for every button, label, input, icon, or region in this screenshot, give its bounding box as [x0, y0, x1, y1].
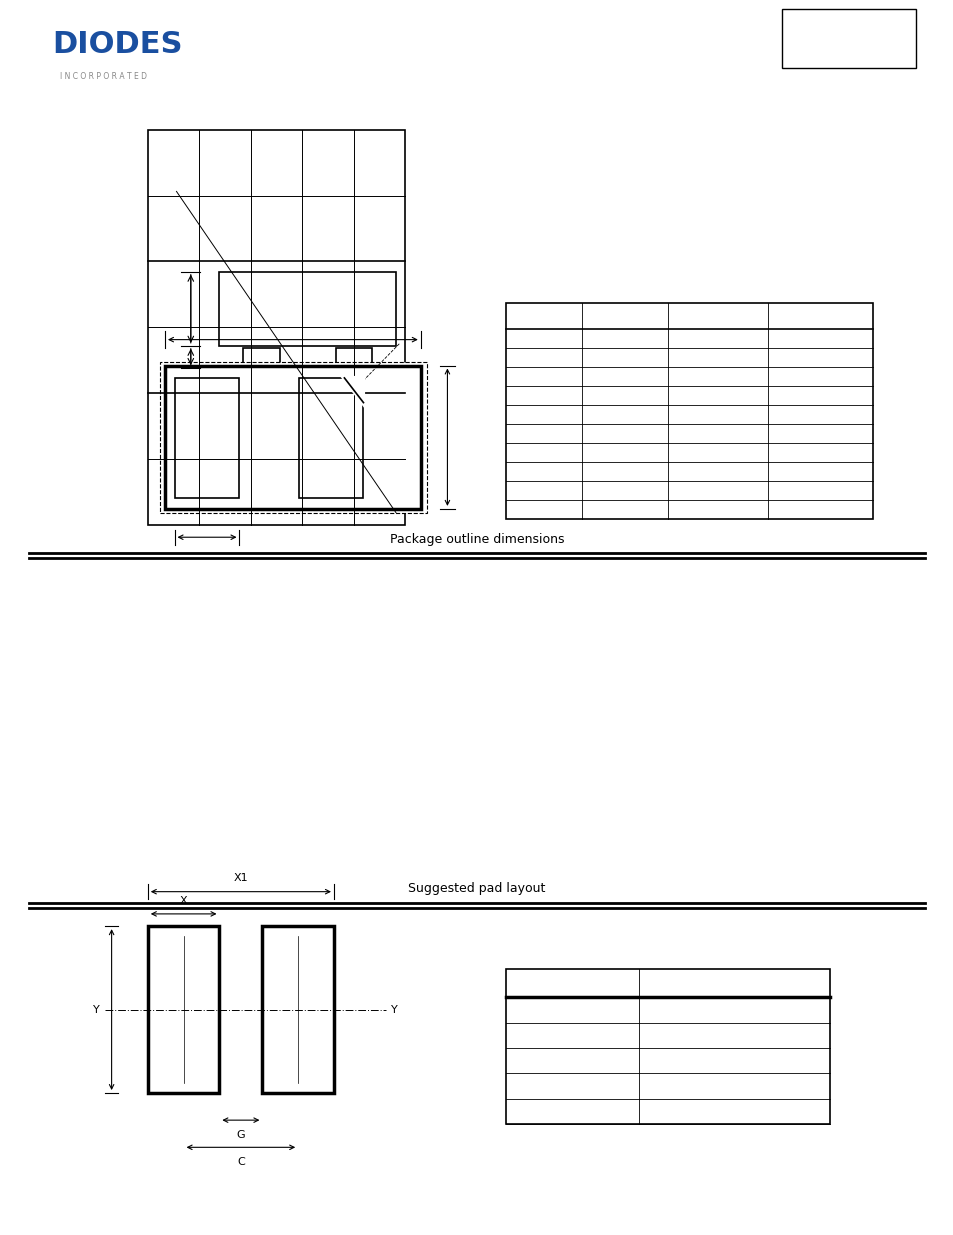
- Bar: [505, 969, 829, 1124]
- Bar: [781, 9, 915, 68]
- Text: Y: Y: [93, 1004, 100, 1015]
- Text: X: X: [180, 897, 187, 906]
- Bar: [219, 272, 395, 346]
- Bar: [160, 362, 427, 513]
- Text: X1: X1: [233, 873, 248, 883]
- Text: Suggested pad layout: Suggested pad layout: [408, 882, 545, 895]
- Text: Y: Y: [391, 1004, 397, 1015]
- Bar: [174, 378, 239, 498]
- Bar: [262, 926, 334, 1093]
- Bar: [298, 378, 363, 498]
- Polygon shape: [344, 378, 363, 403]
- Text: I N C O R P O R A T E D: I N C O R P O R A T E D: [60, 72, 147, 80]
- Bar: [148, 130, 405, 525]
- Bar: [243, 348, 279, 368]
- Text: C: C: [236, 1157, 245, 1167]
- Text: G: G: [236, 1130, 245, 1140]
- Bar: [505, 303, 872, 519]
- Bar: [335, 348, 372, 368]
- Text: Package outline dimensions: Package outline dimensions: [390, 532, 563, 546]
- Bar: [165, 366, 420, 509]
- Text: DIODES: DIODES: [52, 31, 183, 59]
- Bar: [148, 926, 219, 1093]
